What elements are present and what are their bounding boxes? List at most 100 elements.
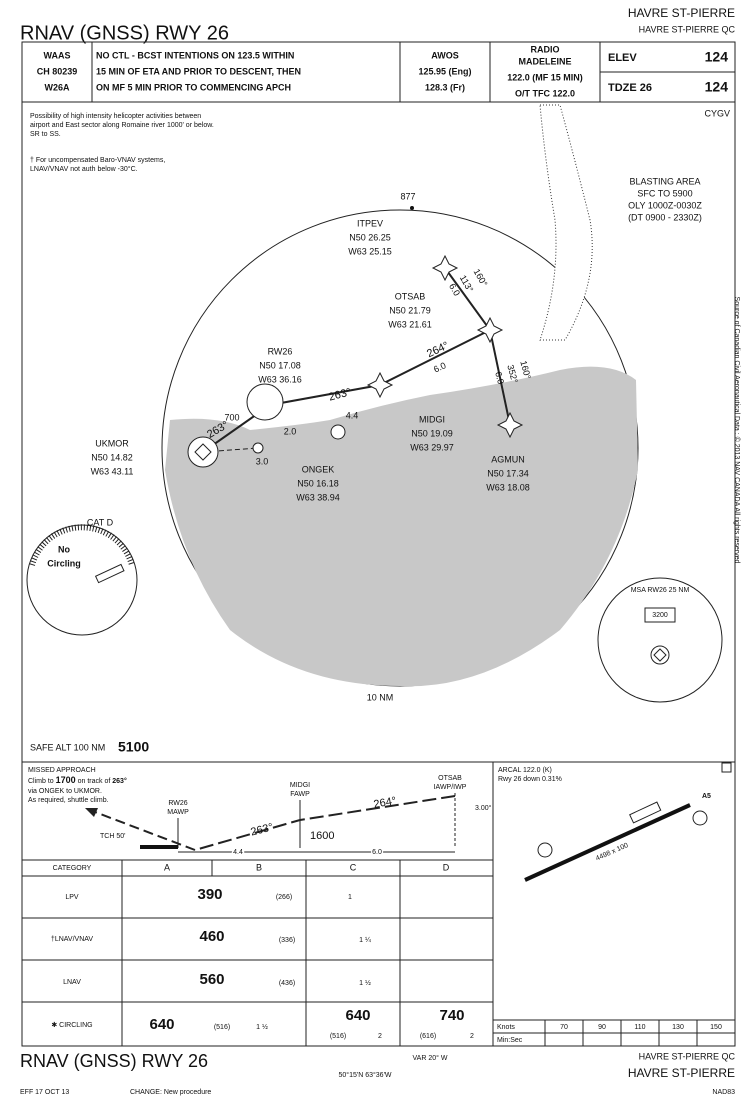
circling-cat: CAT D [87,517,114,527]
hac: (516) [214,1024,230,1031]
chart-shape [496,411,524,439]
wp-lat: N50 21.79 [389,305,431,315]
wp-lon: W63 38.94 [296,492,340,502]
distance: 6.0 [372,849,382,856]
chart-shape [21,859,494,1047]
spot-height-label: 877 [400,191,415,201]
radio: O/T TFC 122.0 [515,88,575,98]
wp-name: MIDGI [419,414,445,424]
spot-height-label: 700 [224,412,239,422]
col-head: D [443,862,450,872]
mda: 640 [149,1016,174,1033]
msa-circle [597,577,723,703]
wp-lat: N50 26.25 [349,232,391,242]
row-head: LPV [65,894,79,901]
chart-shape [629,801,662,824]
circling-circle [26,524,138,636]
chart-shape [650,645,670,665]
note: airport and East sector along Romaine ri… [30,122,214,129]
wp-name: RW26 [268,346,293,356]
chart-shape [252,442,264,454]
wp-lat: N50 14.82 [91,452,133,462]
distance: 4.4 [233,849,243,856]
airport-box [492,761,736,1047]
chart-shape [692,810,708,826]
rwy-label: A5 [702,793,711,800]
col-head: A [164,862,170,872]
mda: 740 [439,1007,464,1024]
chart-shape [721,762,732,773]
chart-shape [431,254,459,282]
waas: WAAS [44,50,71,60]
blasting: SFC TO 5900 [637,188,692,198]
wp-lat: N50 16.18 [297,478,339,488]
note: NO CTL - BCST INTENTIONS ON 123.5 WITHIN [96,50,294,60]
missed-text: As required, shuttle climb. [28,797,109,804]
tdze: 124 [705,79,729,95]
footer-airport: HAVRE ST-PIERRE [628,1066,735,1080]
msa-label: MSA RW26 25 NM [631,587,690,594]
blasting-area [539,104,593,341]
distance: 6.0 [493,370,506,385]
wp-lon: W63 36.16 [258,374,302,384]
knots: 90 [598,1024,606,1031]
distance: 3.0 [256,456,269,466]
knots: 130 [672,1024,684,1031]
chart-shape [366,371,394,399]
footer-title: RNAV (GNSS) RWY 26 [20,1051,208,1071]
blasting: (DT 0900 - 2330Z) [628,212,702,222]
hac: (516) [330,1033,346,1040]
vis: 1 [348,894,352,901]
wp-name: UKMOR [95,438,129,448]
wp-lat: N50 17.08 [259,360,301,370]
wp-lon: W63 21.61 [388,319,432,329]
chart-shape [29,524,135,566]
knots: 110 [634,1024,645,1031]
wp-lon: W63 25.15 [348,246,392,256]
note: SR to SS. [30,131,61,138]
knots: 70 [560,1024,568,1031]
water [165,366,638,687]
distance: 6.0 [432,360,448,374]
fix: FAWP [290,791,310,798]
ident: CYGV [704,108,730,118]
hat: (266) [276,894,292,901]
wp-name: OTSAB [395,291,426,301]
vis: 1 ½ [359,979,371,987]
row-head: LNAV [63,979,81,986]
col-head: B [256,862,262,872]
source: Source of Canadian Civil Aeronautical Da… [733,297,741,564]
datum: NAD83 [712,1089,735,1096]
var: VAR 20° W [413,1054,448,1062]
radio: RADIO [531,44,560,54]
col-head: CATEGORY [53,865,92,872]
fix: OTSAB [438,775,462,782]
fix: IAWP/IWP [434,784,467,791]
chart-shape [194,443,212,461]
t: 1700 [56,775,76,785]
chart-shape [653,648,667,662]
mda: 560 [199,971,224,988]
waypoint-symbols [187,254,524,468]
chart-shape [537,842,553,858]
tdze-label: TDZE 26 [608,82,652,94]
elev-label: ELEV [608,52,637,64]
wp-id: W26A [44,82,70,92]
knots: 150 [710,1024,722,1031]
col-head: C [350,862,357,872]
da: 390 [197,886,222,903]
missed-title: MISSED APPROACH [28,767,96,774]
airport-note: Rwy 26 down 0.31% [498,776,562,783]
chart-shape [140,845,178,849]
chart-shape [330,424,346,440]
note: LNAV/VNAV not auth below -30°C. [30,165,138,173]
fix: MAWP [167,809,189,816]
elev: 124 [705,49,729,65]
da: 460 [199,928,224,945]
fawp-alt: 1600 [310,830,334,842]
chart-shape [94,811,196,851]
distance: 4.4 [346,410,359,420]
course: 264° [373,795,398,811]
wp-lat: N50 19.09 [411,428,453,438]
